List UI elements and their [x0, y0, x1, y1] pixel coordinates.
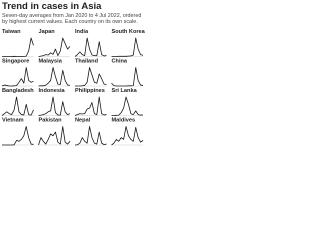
country-label: Bangladesh — [2, 88, 34, 94]
country-label: South Korea — [112, 29, 146, 35]
series-line — [38, 37, 71, 57]
series-line — [2, 126, 34, 146]
country-label: Nepal — [75, 118, 91, 124]
country-label: China — [112, 59, 128, 65]
country-label: Indonesia — [39, 88, 66, 94]
small-multiples: Taiwan Japan India South Korea Singapore Mala… — [1, 29, 146, 146]
country-label: Maldives — [112, 118, 136, 124]
country-label: Malaysia — [39, 59, 63, 65]
country-label: Taiwan — [2, 29, 21, 35]
chart-title: Trend in cases in Asia — [2, 1, 102, 12]
series-line — [74, 37, 107, 57]
chart-subtitle: Seven-day averages from Jan 2020 to 4 Ju… — [2, 13, 142, 26]
country-label: Singapore — [2, 59, 29, 65]
series-line — [38, 67, 71, 87]
chart: Trend in cases in Asia Seven-day average… — [0, 0, 148, 148]
series-line — [1, 96, 34, 116]
series-line — [111, 37, 144, 57]
country-label: Thailand — [75, 59, 99, 65]
country-label: Japan — [39, 29, 56, 35]
series-line — [111, 67, 144, 87]
country-label: India — [75, 29, 89, 35]
series-line — [75, 67, 107, 87]
series-line — [111, 126, 144, 146]
series-line — [2, 37, 34, 57]
country-label: Sri Lanka — [112, 88, 138, 94]
series-line — [74, 96, 107, 116]
country-label: Pakistan — [39, 118, 63, 124]
series-line — [111, 96, 144, 116]
series-line — [38, 126, 71, 146]
series-line — [1, 67, 34, 87]
country-label: Philippines — [75, 88, 105, 94]
series-line — [38, 96, 71, 116]
country-label: Vietnam — [2, 118, 24, 124]
series-line — [74, 126, 107, 146]
